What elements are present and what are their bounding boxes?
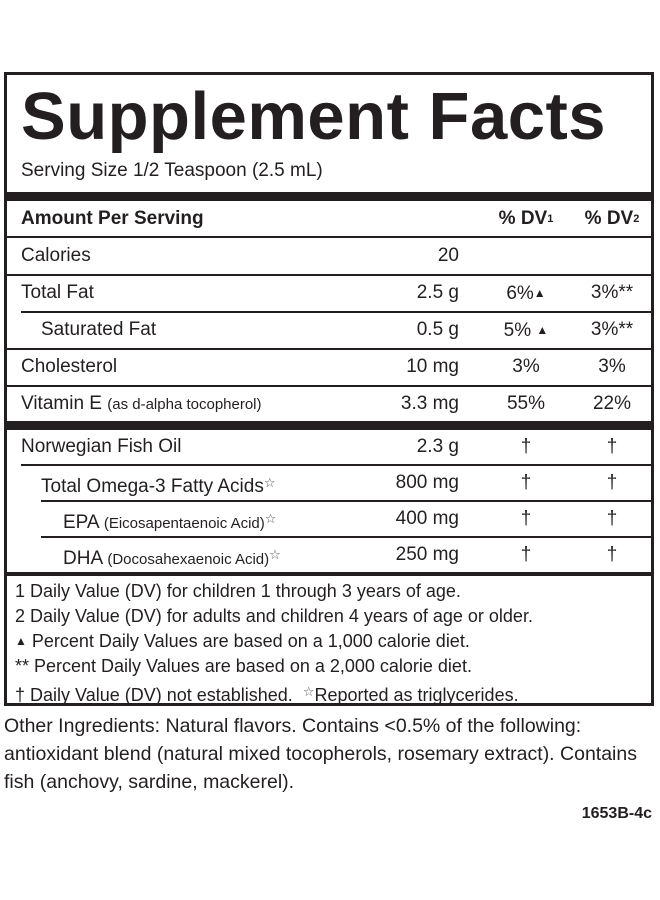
divider [41, 500, 651, 502]
table-row: Total Fat 2.5 g 6%▲ 3%** [21, 282, 634, 304]
divider [7, 236, 651, 238]
divider [7, 274, 651, 276]
footnote-3: ▲ Percent Daily Values are based on a 1,… [15, 631, 470, 651]
amount-per-serving-label: Amount Per Serving [21, 208, 204, 229]
table-row: Cholesterol 10 mg 3% 3% [21, 356, 626, 377]
star-icon: ☆ [269, 547, 281, 562]
table-row: EPA (Eicosapentaenoic Acid)☆ 400 mg † † [63, 508, 618, 533]
divider [41, 536, 651, 538]
table-row: DHA (Docosahexaenoic Acid)☆ 250 mg † † [63, 544, 618, 569]
product-code: 1653B-4c [581, 805, 652, 822]
footnotes: 1 Daily Value (DV) for children 1 throug… [15, 579, 533, 708]
footnote-4: ** Percent Daily Values are based on a 2… [15, 656, 472, 676]
footnote-5: † Daily Value (DV) not established. ☆Rep… [15, 684, 519, 705]
triangle-icon: ▲ [533, 286, 546, 300]
star-icon: ☆ [264, 511, 277, 526]
triangle-icon: ▲ [15, 634, 27, 648]
divider [21, 311, 651, 313]
supplement-facts-panel: Supplement Facts Serving Size 1/2 Teaspo… [4, 72, 654, 706]
serving-size: Serving Size 1/2 Teaspoon (2.5 mL) [21, 160, 323, 181]
divider [21, 464, 651, 466]
dv1-header: % DV1 [498, 208, 554, 229]
table-row: Saturated Fat 0.5 g 5% ▲ 3%** [41, 319, 634, 341]
footnote-2: 2 Daily Value (DV) for adults and childr… [15, 606, 533, 626]
divider [7, 385, 651, 387]
divider-thick [7, 421, 651, 430]
table-header: Amount Per Serving % DV1 % DV2 [7, 201, 651, 237]
dv2-header: % DV2 [584, 208, 640, 229]
other-ingredients: Other Ingredients: Natural flavors. Cont… [4, 715, 637, 793]
star-icon: ☆ [263, 475, 276, 490]
table-row: Total Omega-3 Fatty Acids☆ 800 mg † † [41, 472, 618, 497]
divider [7, 348, 651, 350]
divider-thick [7, 192, 651, 201]
divider-medium [7, 572, 651, 576]
star-icon: ☆ [302, 684, 315, 699]
footnote-1: 1 Daily Value (DV) for children 1 throug… [15, 581, 461, 601]
table-row: Norwegian Fish Oil 2.3 g † † [21, 436, 618, 457]
panel-title: Supplement Facts [21, 79, 607, 154]
triangle-icon: ▲ [536, 323, 549, 337]
table-row: Vitamin E (as d-alpha tocopherol) 3.3 mg… [21, 393, 632, 414]
table-row: Calories 20 [21, 245, 459, 266]
